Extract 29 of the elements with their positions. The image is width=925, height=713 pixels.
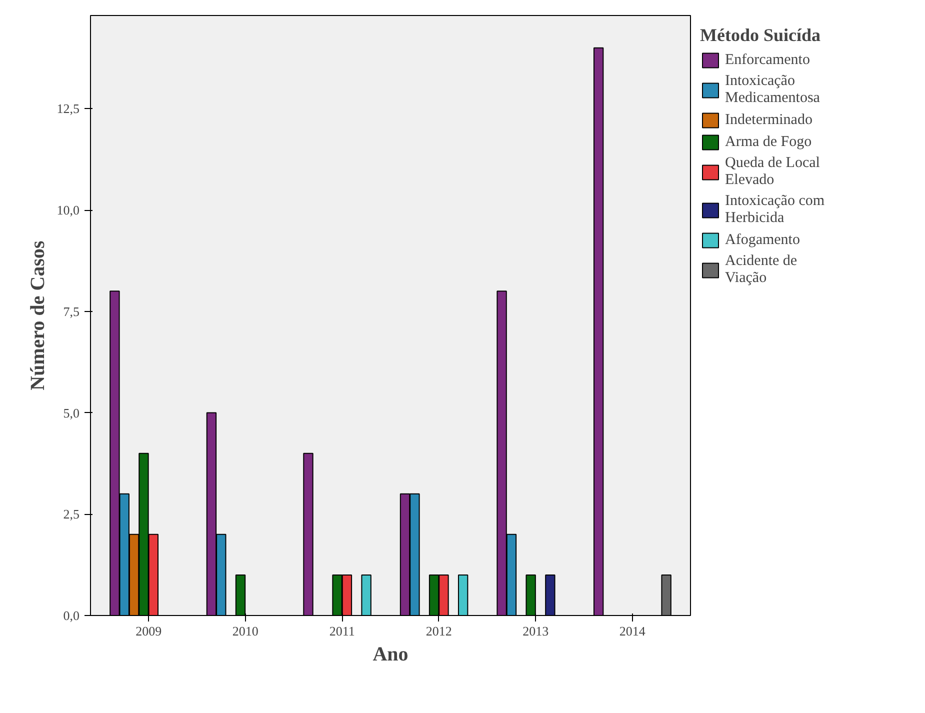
bar [661,574,672,616]
legend-label: Acidente de Viação [725,253,798,287]
y-tick-label: 7,5 [63,304,80,319]
x-tick-label: 2014 [619,624,646,638]
legend-label: Intoxicação com Herbicida [725,193,825,227]
legend-label: Enforcamento [725,52,810,68]
bar [303,452,314,616]
y-tick-label: 10,0 [56,202,80,218]
legend-label: Arma de Fogo [725,134,812,150]
bar [593,47,604,616]
x-tick-label: 2009 [136,624,162,638]
legend-label: Intoxicação Medicamentosa [725,73,820,107]
y-tick-label: 5,0 [63,405,80,420]
x-tick-label: 2012 [426,624,452,638]
x-axis-title: Ano [372,644,408,666]
y-tick-label: 0,0 [63,608,80,623]
bar [458,574,468,616]
bar [361,574,372,616]
bar [545,574,556,616]
x-tick-label: 2011 [329,624,355,638]
x-tick-label: 2010 [232,624,258,638]
legend-label: Indeterminado [725,112,812,128]
x-tick-label: 2013 [522,624,549,638]
y-tick-label: 2,5 [63,506,80,522]
y-tick-label: 12,5 [56,101,80,116]
legend-label: Afogamento [725,232,800,248]
y-axis-title: Número de Casos [26,240,49,390]
legend-title: Método Suicída [700,25,822,46]
legend-label: Queda de Local Elevado [725,155,820,189]
